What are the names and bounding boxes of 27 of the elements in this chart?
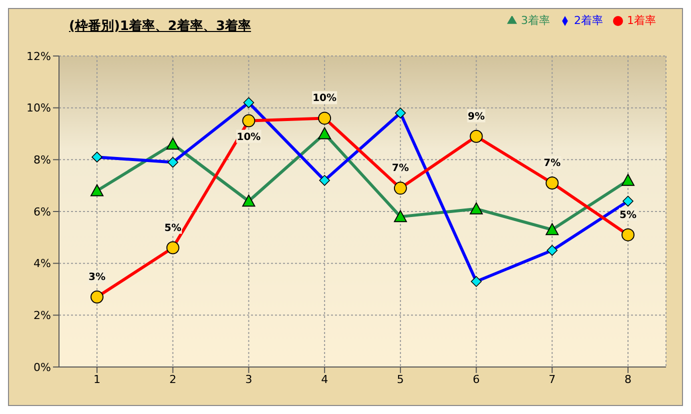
y-tick-label: 10% xyxy=(26,102,51,115)
chart-title: (枠番別)1着率、2着率、3着率 xyxy=(69,18,252,35)
x-tick-label: 4 xyxy=(321,372,328,386)
data-label: 10% xyxy=(312,93,337,104)
x-tick-label: 1 xyxy=(94,372,100,386)
y-tick-label: 8% xyxy=(34,154,51,167)
y-tick-label: 12% xyxy=(26,50,51,63)
legend-label: 3着率 xyxy=(521,14,550,27)
y-tick-label: 0% xyxy=(34,360,51,374)
y-tick-label: 6% xyxy=(34,205,51,218)
data-label: 5% xyxy=(164,222,182,234)
y-tick-label: 2% xyxy=(34,309,51,322)
x-tick-label: 6 xyxy=(472,372,480,386)
data-label: 7% xyxy=(392,163,409,174)
data-label: 10% xyxy=(236,132,261,143)
x-tick-label: 5 xyxy=(396,372,404,386)
data-label: 3% xyxy=(88,272,106,284)
y-tick-label: 4% xyxy=(34,257,51,270)
x-tick-label: 2 xyxy=(169,372,176,386)
legend-label: 1着率 xyxy=(627,14,656,27)
legend-label: 2着率 xyxy=(574,14,603,27)
x-tick-label: 8 xyxy=(624,372,632,386)
data-label: 5% xyxy=(620,210,636,221)
x-tick-label: 7 xyxy=(548,372,556,386)
data-label: 9% xyxy=(468,111,485,122)
data-label: 7% xyxy=(544,158,561,169)
x-tick-label: 3 xyxy=(245,372,252,386)
